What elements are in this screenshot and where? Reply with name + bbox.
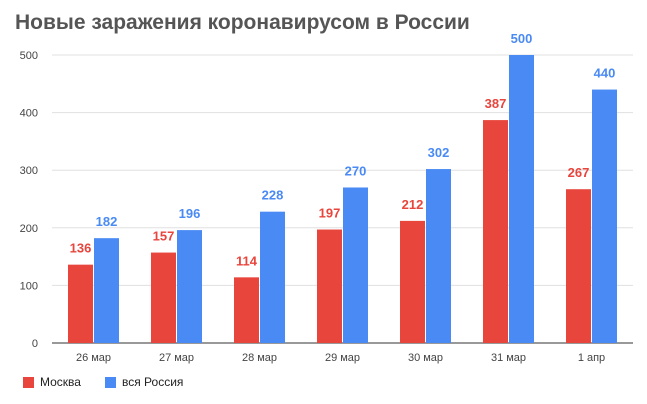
data-label-moscow: 267 bbox=[568, 165, 590, 180]
bar-russia bbox=[260, 211, 285, 343]
bar-moscow bbox=[483, 120, 508, 343]
y-tick-label: 400 bbox=[20, 108, 38, 120]
x-tick-label: 1 апр bbox=[578, 352, 605, 364]
legend-label-moscow: Москва bbox=[40, 375, 81, 389]
x-tick-label: 27 мар bbox=[159, 352, 194, 364]
data-label-moscow: 136 bbox=[70, 241, 92, 256]
bar-russia bbox=[592, 89, 617, 343]
data-label-moscow: 114 bbox=[236, 253, 258, 268]
bar-moscow bbox=[317, 229, 342, 343]
x-tick-label: 29 мар bbox=[325, 352, 360, 364]
x-tick-label: 26 мар bbox=[76, 352, 111, 364]
chart-title: Новые заражения коронавирусом в России bbox=[15, 11, 470, 34]
y-tick-label: 100 bbox=[20, 280, 38, 292]
bar-moscow bbox=[566, 189, 591, 343]
bar-moscow bbox=[234, 277, 259, 343]
data-label-moscow: 157 bbox=[153, 229, 175, 244]
data-label-moscow: 212 bbox=[402, 197, 424, 212]
bar-russia bbox=[426, 169, 451, 343]
legend-swatch-russia bbox=[104, 376, 116, 388]
data-label-moscow: 197 bbox=[319, 206, 341, 221]
legend-swatch-moscow bbox=[23, 376, 34, 388]
x-tick-label: 30 мар bbox=[408, 352, 443, 364]
y-tick-label: 500 bbox=[20, 50, 38, 62]
bar-moscow bbox=[68, 264, 93, 343]
data-label-russia: 196 bbox=[179, 206, 201, 221]
bar-moscow bbox=[151, 252, 176, 343]
data-label-russia: 270 bbox=[345, 163, 367, 178]
data-label-russia: 228 bbox=[262, 188, 284, 203]
bar-moscow bbox=[400, 220, 425, 343]
bar-russia bbox=[343, 187, 368, 343]
y-tick-label: 200 bbox=[20, 223, 38, 235]
legend-label-russia: вся Россия bbox=[121, 375, 184, 389]
x-tick-label: 28 мар bbox=[242, 352, 277, 364]
legend-item-russia: вся Россия bbox=[104, 375, 184, 389]
data-label-moscow: 387 bbox=[485, 96, 507, 111]
data-label-russia: 440 bbox=[594, 66, 616, 81]
data-label-russia: 500 bbox=[511, 31, 533, 46]
legend: Москва вся Россия bbox=[23, 375, 207, 389]
data-label-russia: 182 bbox=[96, 214, 118, 229]
y-tick-label: 0 bbox=[32, 338, 38, 350]
y-tick-label: 300 bbox=[20, 165, 38, 177]
bar-russia bbox=[177, 230, 202, 343]
legend-item-moscow: Москва bbox=[23, 375, 81, 389]
x-tick-label: 31 мар bbox=[491, 352, 526, 364]
data-label-russia: 302 bbox=[428, 145, 450, 160]
bar-russia bbox=[509, 55, 534, 343]
bar-russia bbox=[94, 238, 119, 343]
